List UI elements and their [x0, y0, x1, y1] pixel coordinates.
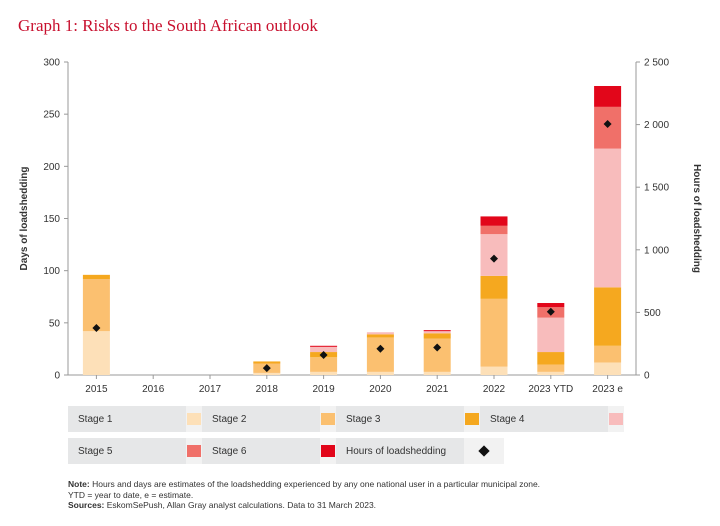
bar-segment	[594, 287, 622, 346]
legend-label-stage-1: Stage 1	[68, 406, 186, 432]
bar-segment	[423, 371, 451, 375]
bar-segment	[423, 331, 451, 334]
legend-label-stage-5: Stage 5	[68, 438, 186, 464]
x-tick-label: 2022	[483, 384, 506, 395]
bar-segment	[480, 298, 508, 367]
bar-segment	[310, 357, 338, 372]
notes: Note: Hours and days are estimates of th…	[68, 479, 688, 511]
hours-marker	[319, 350, 328, 359]
legend-row-2: Stage 5 Stage 6 Hours of loadshedding	[68, 438, 624, 464]
y-tick-label-left: 250	[43, 110, 60, 121]
bar-segment	[480, 216, 508, 226]
legend-swatch-stage-3	[465, 413, 479, 425]
legend-label-stage-3: Stage 3	[336, 406, 464, 432]
bar-segment	[366, 337, 394, 372]
legend: Stage 1 Stage 2 Stage 3 Stage 4 Stage 5 …	[68, 406, 624, 470]
note-line-2: YTD = year to date, e = estimate.	[68, 489, 194, 500]
bar-segment	[253, 372, 281, 375]
bar-segment	[537, 317, 565, 353]
y-tick-label-left: 0	[54, 371, 60, 382]
x-tick-label: 2021	[426, 384, 449, 395]
bar-segment	[480, 275, 508, 299]
legend-swatch-stage-2	[321, 413, 335, 425]
y-tick-label-right: 500	[644, 308, 661, 319]
bar-segment	[423, 330, 451, 332]
bar-segment	[253, 361, 281, 364]
bar-segment	[594, 85, 622, 107]
legend-label-hours: Hours of loadshedding	[336, 438, 464, 464]
y-tick-label-left: 50	[49, 318, 61, 329]
bar-segment	[310, 371, 338, 375]
bar-segment	[594, 362, 622, 375]
hours-marker	[433, 343, 442, 352]
bar-segment	[366, 334, 394, 338]
x-tick-label: 2017	[199, 384, 222, 395]
hours-marker	[92, 324, 101, 333]
bar-segment	[537, 364, 565, 372]
hours-marker	[603, 119, 612, 128]
y-tick-label-left: 300	[43, 58, 60, 69]
y-tick-label-right: 0	[644, 371, 650, 382]
y-tick-label-left: 200	[43, 162, 60, 173]
hours-marker	[490, 254, 498, 263]
bar-segment	[310, 346, 338, 353]
y-tick-label-right: 2 500	[644, 58, 669, 69]
bar-segment	[594, 148, 622, 288]
legend-swatch-stage-1	[187, 413, 201, 425]
sources-line: Sources: EskomSePush, Allan Gray analyst…	[68, 500, 377, 510]
x-tick-label: 2023 e	[592, 384, 623, 395]
bar-segment	[480, 225, 508, 235]
bar-segment	[366, 332, 394, 335]
legend-swatch-stage-5	[187, 445, 201, 457]
x-tick-label: 2019	[312, 384, 335, 395]
y-tick-label-left: 100	[43, 266, 60, 277]
note-line: Note: Hours and days are estimates of th…	[68, 479, 541, 489]
y-tick-label-right: 1 000	[644, 245, 669, 256]
legend-label-stage-2: Stage 2	[202, 406, 320, 432]
y-axis-label-right: Hours of loadshedding	[691, 164, 702, 273]
x-tick-label: 2023 YTD	[528, 384, 573, 395]
legend-label-stage-4: Stage 4	[480, 406, 608, 432]
bar-segment	[537, 352, 565, 365]
hours-marker	[546, 307, 555, 316]
bar-segment	[537, 371, 565, 375]
y-tick-label-left: 150	[43, 214, 60, 225]
bar-segment	[423, 333, 451, 339]
bar-segment	[82, 274, 110, 280]
legend-marker-hours	[478, 445, 490, 457]
chart: 0 50 100 150 200 250 300 0 500 1 000 1 500 2 000 2 5…	[19, 58, 702, 396]
bar-segment	[537, 303, 565, 308]
hours-marker	[262, 364, 271, 373]
bar-segment	[480, 366, 508, 375]
bar-segment	[594, 345, 622, 363]
hours-marker	[376, 344, 385, 353]
bar-segment	[366, 371, 394, 375]
legend-swatch-stage-4	[609, 413, 623, 425]
legend-label-stage-6: Stage 6	[202, 438, 320, 464]
x-tick-label: 2015	[85, 384, 108, 395]
bar-segment	[82, 331, 110, 375]
bar-segment	[82, 279, 110, 332]
y-axis-label-left: Days of loadshedding	[19, 167, 30, 271]
y-tick-label-right: 1 500	[644, 183, 669, 194]
legend-row-1: Stage 1 Stage 2 Stage 3 Stage 4	[68, 406, 624, 432]
x-tick-label: 2018	[256, 384, 279, 395]
x-tick-label: 2020	[369, 384, 392, 395]
bar-segment	[310, 345, 338, 347]
x-tick-label: 2016	[142, 384, 165, 395]
legend-swatch-stage-6	[321, 445, 335, 457]
chart-title: Graph 1: Risks to the South African outl…	[18, 16, 318, 35]
y-tick-label-right: 2 000	[644, 120, 669, 131]
